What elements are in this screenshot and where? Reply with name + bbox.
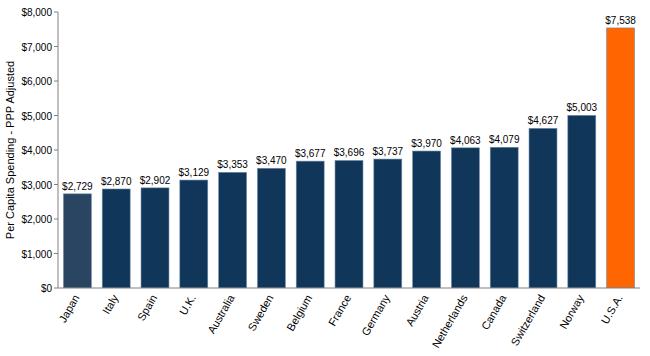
data-label: $2,870 — [101, 176, 132, 187]
data-label: $4,627 — [528, 115, 559, 126]
y-tick-label: $0 — [41, 283, 53, 294]
bars — [63, 28, 634, 288]
bar — [63, 194, 91, 288]
data-label: $2,902 — [140, 175, 171, 186]
y-tick-label: $8,000 — [21, 7, 52, 18]
y-tick-label: $7,000 — [21, 42, 52, 53]
data-label: $3,970 — [411, 138, 442, 149]
x-tick-label: Canada — [479, 292, 509, 332]
x-tick-label: France — [326, 292, 354, 328]
y-tick-label: $1,000 — [21, 249, 52, 260]
y-tick — [54, 184, 58, 185]
bar — [335, 160, 363, 288]
x-tick-label: Sweden — [245, 292, 275, 332]
bar — [296, 161, 324, 288]
y-tick-label: $2,000 — [21, 214, 52, 225]
y-axis-title: Per Capita Spending - PPP Adjusted — [4, 61, 16, 239]
y-tick — [54, 12, 58, 13]
x-tick-label: Australia — [205, 292, 237, 336]
x-tick-label: Belgium — [284, 292, 314, 332]
y-tick-label: $3,000 — [21, 180, 52, 191]
x-tick-label: Switzerland — [508, 292, 547, 347]
data-label: $3,677 — [295, 148, 326, 159]
y-tick — [54, 81, 58, 82]
y-tick — [54, 288, 58, 289]
y-tick — [54, 219, 58, 220]
y-tick — [54, 253, 58, 254]
chart: $2,729 $2,870 $2,902 $3,129 $3,353 $3,470 $3,6… — [0, 0, 650, 356]
data-label: $3,696 — [334, 147, 365, 158]
y-tick-label: $6,000 — [21, 76, 52, 87]
data-label: $3,129 — [179, 167, 210, 178]
x-axis — [58, 288, 640, 289]
y-tick-label: $4,000 — [21, 145, 52, 156]
y-tick — [54, 46, 58, 47]
bar — [413, 151, 441, 288]
data-label: $7,538 — [605, 15, 636, 26]
data-label: $3,353 — [217, 159, 248, 170]
bar — [607, 28, 635, 288]
bar — [219, 172, 247, 288]
data-label: $2,729 — [62, 181, 93, 192]
x-tick-label: Italy — [100, 292, 121, 316]
y-tick — [54, 115, 58, 116]
x-tick-label: Austria — [403, 292, 431, 328]
x-tick-label: Netherlands — [430, 292, 470, 350]
x-tick-label: Germany — [359, 292, 392, 338]
data-label: $4,063 — [450, 135, 481, 146]
bar — [180, 180, 208, 288]
bar — [451, 148, 479, 288]
data-label: $4,079 — [489, 134, 520, 145]
x-tick-label: Spain — [135, 292, 159, 322]
x-tick-label: U.S.A. — [599, 292, 625, 326]
y-tick — [54, 150, 58, 151]
x-tick-label: Japan — [56, 292, 81, 324]
bar — [141, 188, 169, 288]
data-label: $3,470 — [256, 155, 287, 166]
data-label: $3,737 — [373, 146, 404, 157]
bar — [374, 159, 402, 288]
bar — [102, 189, 130, 288]
x-tick-label: Norway — [557, 292, 586, 331]
bar — [257, 168, 285, 288]
y-tick-label: $5,000 — [21, 111, 52, 122]
bar — [529, 128, 557, 288]
x-tick-label: U.K. — [177, 292, 198, 317]
data-label: $5,003 — [567, 102, 598, 113]
bar — [490, 147, 518, 288]
bar — [568, 115, 596, 288]
